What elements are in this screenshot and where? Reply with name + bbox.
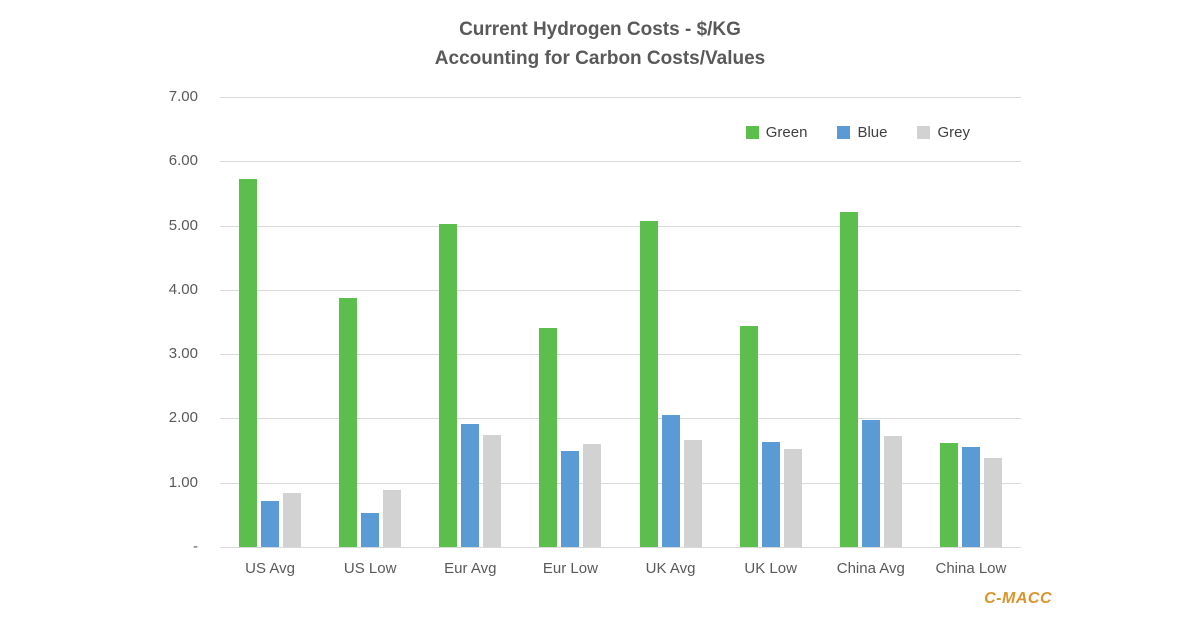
legend-label: Blue [857, 124, 888, 141]
bar-group-us-avg [220, 97, 320, 547]
y-tick-label: - [193, 538, 198, 555]
y-tick-label: 4.00 [168, 281, 198, 298]
gridline [220, 161, 1021, 162]
bar-blue [961, 447, 980, 547]
bar-group-us-low [320, 97, 420, 547]
legend-item-grey: Grey [917, 124, 970, 141]
bar-grey [483, 434, 502, 547]
bar-green [339, 298, 358, 547]
bar-green [639, 221, 658, 547]
x-label-eur-avg: Eur Avg [444, 560, 497, 577]
gridline [220, 483, 1021, 484]
bar-blue [361, 512, 380, 547]
y-tick-label: 7.00 [168, 88, 198, 105]
gridline [220, 226, 1021, 227]
legend-item-blue: Blue [837, 124, 887, 141]
bar-groups [220, 97, 1021, 547]
x-label-eur-low: Eur Low [542, 560, 598, 577]
gridline [220, 290, 1021, 291]
bar-blue [761, 442, 780, 547]
bar-blue [861, 420, 880, 547]
bar-group-eur-avg [420, 97, 520, 547]
legend-label: Grey [937, 124, 970, 141]
y-axis: 7.00 6.00 5.00 4.00 3.00 2.00 1.00 - [0, 88, 198, 555]
bar-green [439, 224, 458, 547]
plot-area: Green Blue Grey [220, 97, 1021, 548]
x-label-china-avg: China Avg [836, 560, 905, 577]
bar-group-uk-low [721, 97, 821, 547]
chart-subtitle: Accounting for Carbon Costs/Values [434, 48, 766, 69]
x-label-uk-avg: UK Avg [645, 560, 696, 577]
y-tick-label: 5.00 [168, 217, 198, 234]
bar-blue [461, 423, 480, 547]
x-label-uk-low: UK Low [744, 560, 797, 577]
bar-green [539, 328, 558, 547]
bar-grey [783, 449, 802, 547]
bar-grey [583, 444, 602, 547]
legend-label: Green [765, 124, 808, 141]
gridline [220, 418, 1021, 419]
y-tick-label: 2.00 [168, 409, 198, 426]
x-label-us-avg: US Avg [245, 560, 295, 577]
bar-group-china-avg [821, 97, 921, 547]
bar-green [939, 442, 958, 547]
y-tick-label: 6.00 [168, 152, 198, 169]
legend-swatch-icon [837, 126, 851, 139]
y-tick-label: 3.00 [168, 345, 198, 362]
bar-grey [983, 457, 1002, 547]
bar-group-eur-low [520, 97, 620, 547]
chart-title-block: Current Hydrogen Costs - $/KG Accounting… [0, 15, 1200, 73]
legend: Green Blue Grey [745, 124, 970, 141]
bar-grey [883, 435, 902, 547]
x-label-china-low: China Low [935, 560, 1007, 577]
bar-blue [561, 450, 580, 547]
bar-group-china-low [921, 97, 1021, 547]
gridline [220, 97, 1021, 98]
legend-swatch-icon [745, 126, 759, 139]
bar-blue [661, 414, 680, 547]
bar-green [739, 325, 758, 547]
x-label-us-low: US Low [343, 560, 397, 577]
bar-grey [683, 440, 702, 547]
x-axis: US Avg US Low Eur Avg Eur Low UK Avg UK Low Ch… [220, 560, 1021, 577]
gridline [220, 547, 1021, 548]
legend-item-green: Green [745, 124, 808, 141]
chart-title: Current Hydrogen Costs - $/KG [459, 19, 741, 40]
gridline [220, 354, 1021, 355]
bar-group-uk-avg [621, 97, 721, 547]
bar-blue [261, 501, 280, 547]
bar-green [839, 212, 858, 547]
y-tick-label: 1.00 [168, 474, 198, 491]
bar-green [239, 179, 258, 547]
brand-logo: C-MACC [984, 590, 1052, 607]
legend-swatch-icon [917, 126, 931, 139]
bar-grey [283, 493, 302, 547]
bar-grey [383, 489, 402, 547]
